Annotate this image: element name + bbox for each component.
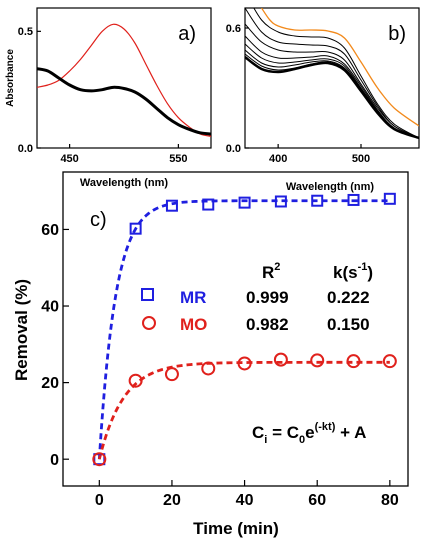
k-header: k(s-1) [333, 261, 373, 282]
fit-curve-mr [97, 199, 390, 460]
point-mo [164, 367, 179, 382]
legend-mr-marker [141, 288, 154, 301]
panel-c-xtick-label: 20 [163, 492, 181, 509]
k-header-text: k(s [333, 263, 358, 282]
point-mr [238, 196, 251, 209]
point-mo [310, 353, 325, 368]
panel-b-ytick-label: 0.0 [226, 143, 241, 155]
k-header-sup: -1 [358, 261, 368, 273]
legend-mo-marker [142, 316, 156, 330]
eq-c: C [252, 423, 264, 442]
point-mo [92, 452, 107, 467]
panel-b-series-line [245, 43, 419, 139]
panel-a-label: a) [178, 23, 196, 45]
panel-b-series-line [245, 8, 419, 139]
panel-a-ylabel: Absorbance [5, 49, 16, 107]
eq-sub-0: 0 [299, 434, 305, 446]
panel-a-frame [36, 7, 212, 149]
panel-c-xtick-label: 80 [381, 492, 399, 509]
panel-a-xtick-label: 450 [60, 153, 78, 165]
eq-sub-i: i [264, 434, 267, 446]
panel-c-ytick-label: 40 [41, 299, 59, 316]
panel-a-series-line [37, 67, 211, 136]
r2-header-sup: 2 [274, 261, 280, 273]
r2-header: R2 [262, 261, 280, 282]
fit-curve-mo [97, 360, 390, 460]
r2-header-text: R [262, 263, 274, 282]
panel-a-xlabel: Wavelength (nm) [80, 177, 169, 189]
eq-e: e [305, 423, 314, 442]
panel-c-xlabel: Time (min) [193, 519, 279, 538]
panel-b-series-line [245, 23, 419, 139]
panel-a-series-line [37, 23, 211, 137]
legend-mr-label: MR [180, 288, 206, 307]
mr-k-value: 0.222 [327, 288, 370, 307]
panel-c-label: c) [90, 209, 107, 231]
point-mr [165, 199, 178, 212]
panel-a: 450 550 0.0 0.5 a) Wavelength (nm) Absorban… [5, 7, 212, 189]
eq-mid: = C [267, 423, 299, 442]
panel-a-ytick-label: 0.5 [18, 26, 33, 38]
panel-b-series-line [253, 8, 419, 139]
mo-r2-value: 0.982 [246, 315, 289, 334]
panel-b-xlabel: Wavelength (nm) [286, 181, 375, 193]
mo-k-value: 0.150 [327, 315, 370, 334]
panel-b-ytick-label: 0.6 [226, 23, 241, 35]
panel-b-xtick-label: 500 [352, 153, 370, 165]
panel-b-series-line [245, 55, 419, 140]
k-header-close: ) [367, 263, 373, 282]
point-mo [201, 361, 216, 376]
point-mr [202, 198, 215, 211]
panel-c-xtick-label: 40 [236, 492, 254, 509]
mr-r2-value: 0.999 [246, 288, 289, 307]
panel-c-ytick-label: 0 [50, 452, 59, 469]
point-mo [128, 373, 143, 388]
panel-b-label: b) [388, 23, 406, 45]
panel-c-xtick-label: 0 [95, 492, 104, 509]
point-mr [347, 193, 360, 206]
panel-c-ytick-label: 60 [41, 222, 59, 239]
point-mr [274, 195, 287, 208]
panel-b-series-line [261, 8, 419, 127]
fit-equation: Ci = C0e(-kt) + A [252, 421, 366, 446]
panel-c-xtick-label: 60 [308, 492, 326, 509]
point-mr [129, 222, 142, 235]
panel-a-ytick-label: 0.0 [18, 143, 33, 155]
panel-b-xtick-label: 400 [269, 153, 287, 165]
point-mo [273, 352, 288, 367]
point-mr [311, 194, 324, 207]
legend-mo-label: MO [180, 315, 207, 334]
eq-sup: (-kt) [315, 421, 336, 433]
panel-c-frame [62, 171, 409, 487]
eq-tail: + A [335, 423, 366, 442]
panel-c-ytick-label: 20 [41, 375, 59, 392]
point-mo [237, 356, 252, 371]
panel-c-ylabel: Removal (%) [12, 279, 31, 381]
panel-b-frame [244, 7, 420, 149]
fit-table: R2 k(s-1) MR 0.999 0.222 MO 0.982 0.150 [141, 261, 373, 334]
panel-b: 400 500 0.0 0.6 b) Wavelength (nm) [226, 7, 420, 193]
point-mr [383, 192, 396, 205]
panel-a-xtick-label: 550 [169, 153, 187, 165]
point-mo [382, 354, 397, 369]
point-mo [346, 354, 361, 369]
